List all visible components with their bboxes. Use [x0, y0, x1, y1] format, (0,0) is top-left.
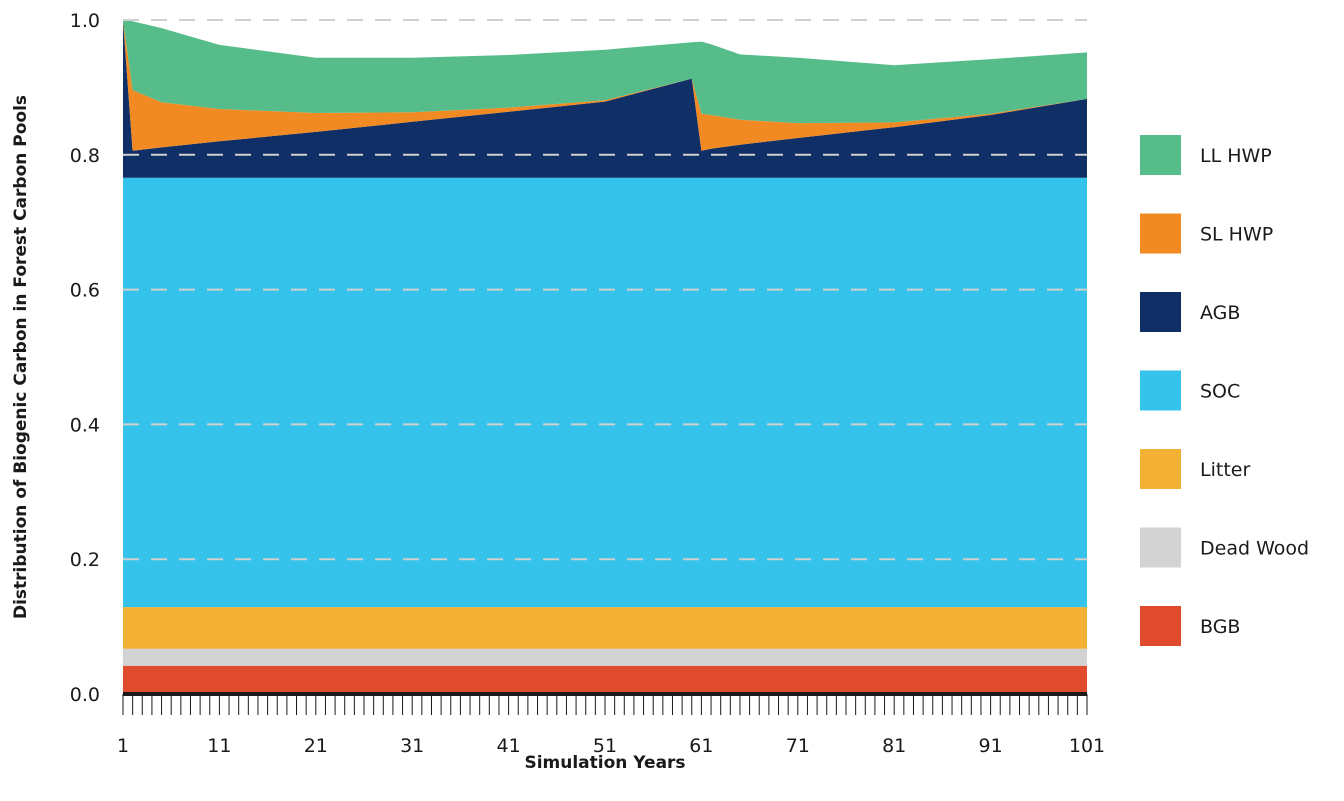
- x-tick-label: 41: [497, 735, 521, 757]
- legend-swatch: [1140, 135, 1181, 175]
- x-tick-label: 1: [117, 735, 129, 757]
- area-layers: [123, 20, 1087, 694]
- y-tick-label: 0.0: [70, 684, 100, 706]
- legend-label: SL HWP: [1200, 224, 1273, 246]
- legend-swatch: [1140, 213, 1181, 254]
- x-axis: 1 11 21 31 41 51 61 71 81 91 101: [117, 692, 1105, 757]
- legend-label: AGB: [1200, 302, 1240, 324]
- area-bgb: [123, 665, 1087, 694]
- legend-swatch: [1140, 449, 1181, 489]
- gridlines: [123, 19, 1087, 561]
- legend-item-ll-hwp: LL HWP: [1140, 135, 1272, 175]
- x-tick-label: 101: [1069, 735, 1105, 757]
- legend-item-bgb: BGB: [1140, 606, 1240, 646]
- area-litter: [123, 607, 1087, 649]
- legend-item-litter: Litter: [1140, 449, 1250, 489]
- y-tick-label: 1.0: [70, 10, 100, 32]
- area-agb: [123, 20, 1087, 178]
- y-tick-label: 0.6: [70, 280, 100, 302]
- legend-swatch: [1140, 606, 1181, 646]
- legend-label: Litter: [1200, 459, 1250, 481]
- x-tick-label: 61: [689, 735, 713, 757]
- x-tick-label: 21: [304, 735, 328, 757]
- x-tick-label: 51: [593, 735, 617, 757]
- y-tick-label: 0.4: [70, 414, 100, 436]
- x-tick-label: 91: [979, 735, 1003, 757]
- legend-label: BGB: [1200, 616, 1240, 638]
- area-dead-wood: [123, 648, 1087, 666]
- area-soc: [123, 177, 1087, 608]
- legend-item-soc: SOC: [1140, 370, 1240, 411]
- y-axis-title: Distribution of Biogenic Carbon in Fores…: [11, 95, 31, 619]
- legend-swatch: [1140, 370, 1181, 411]
- y-tick-label: 0.2: [70, 549, 100, 571]
- area-ll-hwp: [123, 20, 1087, 124]
- x-tick-label: 81: [882, 735, 906, 757]
- x-tick-label: 11: [207, 735, 231, 757]
- legend-label: LL HWP: [1200, 145, 1272, 167]
- legend-item-dead-wood: Dead Wood: [1140, 527, 1309, 568]
- legend-label: SOC: [1200, 381, 1240, 403]
- legend-item-sl-hwp: SL HWP: [1140, 213, 1273, 254]
- y-tick-label: 0.8: [70, 145, 100, 167]
- x-axis-title: Simulation Years: [524, 753, 685, 773]
- x-tick-label: 71: [786, 735, 810, 757]
- legend-item-agb: AGB: [1140, 292, 1240, 332]
- legend-label: Dead Wood: [1200, 538, 1309, 560]
- legend-swatch: [1140, 292, 1181, 332]
- area-sl-hwp: [123, 20, 1087, 151]
- x-tick-label: 31: [400, 735, 424, 757]
- y-axis: 0.0 0.2 0.4 0.6 0.8 1.0: [70, 10, 100, 706]
- legend: LL HWP SL HWP AGB SOC Litter Dead Wood BGB: [1140, 135, 1309, 646]
- legend-swatch: [1140, 527, 1181, 568]
